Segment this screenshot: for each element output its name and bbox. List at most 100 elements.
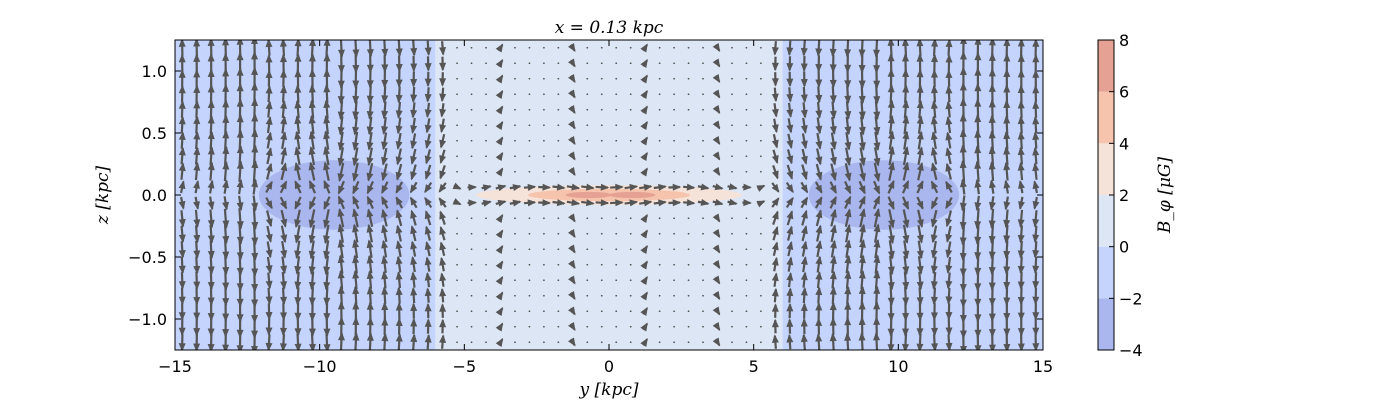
field-arrow [543,232,545,235]
field-arrow [712,151,721,161]
field-arrow [410,271,418,288]
plot-area [175,40,1043,350]
field-arrow [366,195,374,209]
field-arrow [568,58,576,68]
field-arrow [888,145,895,166]
field-arrow [566,183,581,191]
field-arrow [586,325,589,328]
field-arrow [178,303,186,321]
field-arrow [600,139,603,142]
field-arrow [528,279,531,282]
field-arrow [615,62,618,65]
field-arrow [859,223,866,243]
field-arrow [470,248,473,251]
field-arrow [731,124,733,127]
field-arrow [509,199,522,207]
field-arrow [829,85,837,104]
field-arrow [1003,115,1011,135]
field-arrow [786,241,794,257]
field-arrow [495,260,504,270]
field-arrow [887,255,895,276]
field-arrow [945,210,953,228]
field-arrow [658,294,661,297]
field-arrow [815,240,823,258]
field-arrow [323,196,331,211]
field-arrow [543,62,545,65]
field-arrow [771,182,780,193]
field-arrow [786,164,794,180]
field-arrow [786,256,794,272]
field-arrow [193,225,201,244]
field-arrow [193,162,201,181]
field-arrow [352,332,360,350]
field-arrow [858,116,866,136]
field-arrow [800,196,809,209]
field-arrow [858,100,866,120]
field-arrow [1032,146,1040,165]
field-arrow [395,86,403,104]
field-arrow [629,294,632,297]
field-arrow [673,217,675,220]
field-arrow [916,99,924,119]
field-arrow [916,40,924,57]
field-arrow [945,196,953,210]
field-arrow [887,52,895,73]
field-arrow [930,146,938,165]
field-arrow [731,62,733,65]
field-arrow [528,263,531,266]
field-arrow [265,272,273,290]
field-arrow [308,271,316,291]
field-arrow [702,155,704,158]
field-arrow [395,209,403,227]
field-arrow [538,199,551,207]
field-arrow [815,86,823,104]
field-arrow [801,148,808,165]
field-arrow [771,210,779,225]
field-arrow [702,124,704,127]
field-arrow [844,40,852,58]
field-arrow [207,115,215,135]
field-arrow [800,117,808,134]
field-arrow [193,240,201,259]
field-arrow [988,224,996,245]
field-arrow [308,196,317,210]
field-arrow [800,40,808,57]
field-arrow [557,108,560,111]
field-arrow [280,100,288,119]
field-arrow [495,245,504,255]
field-arrow [337,131,345,152]
field-arrow [366,101,374,120]
field-arrow [193,196,200,211]
field-arrow [352,301,360,321]
field-arrow [323,130,331,150]
field-arrow [639,199,653,207]
field-arrow [395,317,403,335]
field-arrow [424,302,432,319]
field-arrow [930,271,938,290]
field-arrow [352,100,360,120]
field-arrow [193,302,201,321]
field-arrow [731,46,733,49]
field-arrow [1032,196,1040,210]
field-arrow [470,170,473,173]
field-arrow [745,139,748,142]
field-arrow [916,256,924,275]
field-arrow [366,181,374,195]
field-arrow [470,217,473,220]
field-arrow [193,179,200,194]
field-arrow [600,62,603,65]
field-arrow [873,331,881,350]
field-arrow [557,139,560,142]
field-arrow [745,263,748,266]
field-arrow [673,139,675,142]
field-arrow [786,287,794,303]
field-arrow [902,209,910,229]
field-arrow [945,40,953,56]
field-arrow [945,69,953,87]
field-arrow [352,316,360,336]
field-arrow [786,210,794,226]
field-arrow [712,321,721,331]
field-arrow [887,130,895,150]
field-arrow [916,115,924,134]
field-arrow [712,244,721,254]
